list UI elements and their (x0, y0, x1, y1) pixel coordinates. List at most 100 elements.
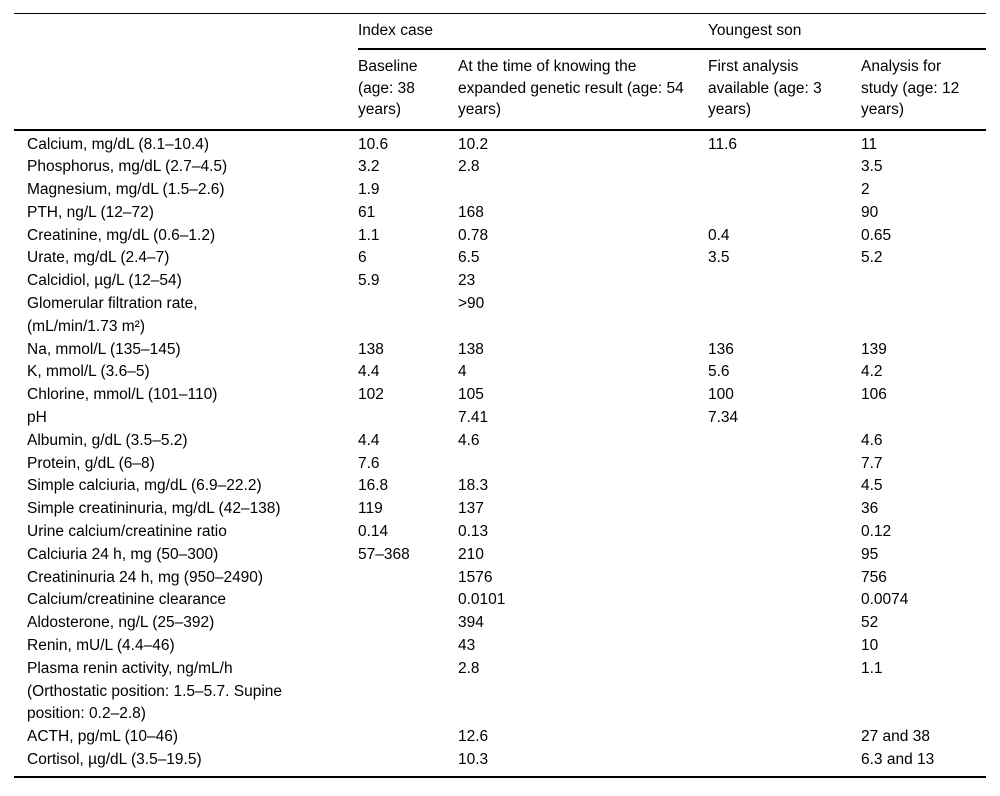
row-value (358, 293, 458, 339)
row-value: 0.0101 (458, 591, 506, 609)
table-row: Chlorine, mmol/L (101–110) 102 105 100 106 (14, 384, 986, 407)
row-value (708, 453, 861, 476)
row-value: 0.0074 (861, 591, 909, 609)
table-row: Protein, g/dL (6–8) 7.6 7.7 (14, 453, 986, 476)
table-row: Albumin, g/dL (3.5–5.2) 4.4 4.6 4.6 (14, 430, 986, 453)
row-value (358, 658, 458, 726)
row-label: Urate, mg/dL (2.4–7) (27, 249, 170, 267)
row-value: 0.14 (358, 523, 389, 541)
row-value: 105 (458, 386, 484, 404)
row-value: 5.2 (861, 249, 883, 267)
table-row: ACTH, pg/mL (10–46) 12.6 27 and 38 (14, 726, 986, 749)
row-value (358, 567, 458, 590)
row-label: ACTH, pg/mL (10–46) (27, 728, 179, 746)
row-label: Na, mmol/L (135–145) (27, 340, 181, 358)
row-value: 11.6 (708, 135, 738, 153)
lab-results-table: Index case Youngest son Baseline (age: 3… (14, 13, 986, 778)
column-header-analysis-for-study: Analysis for study (age: 12 years) (861, 49, 986, 131)
row-value: 168 (458, 203, 484, 221)
row-label: Calciuria 24 h, mg (50–300) (27, 545, 219, 563)
row-value (708, 521, 861, 544)
row-label: pH (27, 409, 47, 427)
corner-cell (14, 14, 358, 50)
table-row: Calcidiol, µg/L (12–54) 5.9 23 (14, 270, 986, 293)
group-header-youngest-son: Youngest son (708, 13, 986, 50)
row-value: 7.34 (708, 409, 739, 427)
table-row: Glomerular filtration rate, (mL/min/1.73… (14, 293, 986, 339)
row-value (708, 270, 861, 293)
row-value: 6 (358, 249, 367, 267)
row-value: 4.5 (861, 477, 883, 495)
row-value: 100 (708, 386, 734, 404)
table-row: K, mmol/L (3.6–5) 4.4 4 5.6 4.2 (14, 361, 986, 384)
row-label: Chlorine, mmol/L (101–110) (27, 386, 218, 404)
row-value (358, 612, 458, 635)
row-value: 1576 (458, 568, 493, 586)
row-value: 57–368 (358, 545, 410, 563)
row-value (708, 430, 861, 453)
row-value: 0.4 (708, 226, 730, 244)
table-row: PTH, ng/L (12–72) 61 168 90 (14, 202, 986, 225)
row-value: 3.2 (358, 158, 380, 176)
table-row: Urate, mg/dL (2.4–7) 6 6.5 3.5 5.2 (14, 247, 986, 270)
row-value: 12.6 (458, 728, 489, 746)
row-value: 137 (458, 500, 484, 518)
row-label: Calcium/creatinine clearance (27, 591, 227, 609)
table-row: Phosphorus, mg/dL (2.7–4.5) 3.2 2.8 3.5 (14, 156, 986, 179)
row-value: 3.5 (861, 158, 883, 176)
row-value (708, 475, 861, 498)
table-row: Na, mmol/L (135–145) 138 138 136 139 (14, 339, 986, 362)
row-value (358, 726, 458, 749)
table-row: Creatininuria 24 h, mg (950–2490) 1576 756 (14, 567, 986, 590)
table-row: pH 7.41 7.34 (14, 407, 986, 430)
row-value: 2.8 (458, 659, 480, 677)
table-row: Simple creatininuria, mg/dL (42–138) 119 1… (14, 498, 986, 521)
row-value (708, 293, 861, 339)
table-row: Urine calcium/creatinine ratio 0.14 0.13 0.… (14, 521, 986, 544)
row-value (708, 589, 861, 612)
row-value: 5.6 (708, 363, 730, 381)
row-value: 4.6 (861, 431, 883, 449)
row-value (458, 453, 708, 476)
row-value (458, 179, 708, 202)
group-header-row: Index case Youngest son (14, 13, 986, 50)
table-row: Plasma renin activity, ng/mL/h (Orthosta… (14, 658, 986, 726)
row-value: 6.3 and 13 (861, 751, 935, 769)
table-row: Creatinine, mg/dL (0.6–1.2) 1.1 0.78 0.4 0.6… (14, 225, 986, 248)
row-value (708, 498, 861, 521)
row-value: 1.1 (861, 659, 883, 677)
row-label: K, mmol/L (3.6–5) (27, 363, 150, 381)
table-row: Renin, mU/L (4.4–46) 43 10 (14, 635, 986, 658)
row-value: 7.41 (458, 409, 489, 427)
column-header-baseline: Baseline (age: 38 years) (358, 49, 458, 131)
row-value (708, 156, 861, 179)
row-value: 11 (861, 135, 878, 153)
row-label: Phosphorus, mg/dL (2.7–4.5) (27, 158, 228, 176)
row-label: Renin, mU/L (4.4–46) (27, 637, 175, 655)
row-value: 6.5 (458, 249, 480, 267)
table-row: Calciuria 24 h, mg (50–300) 57–368 210 95 (14, 544, 986, 567)
row-label: Calcidiol, µg/L (12–54) (27, 272, 182, 290)
row-value: 4.2 (861, 363, 883, 381)
row-value: 756 (861, 568, 887, 586)
row-value: 4 (458, 363, 467, 381)
row-value: 1.1 (358, 226, 380, 244)
column-header-parameter (14, 49, 358, 131)
table-row: Calcium/creatinine clearance 0.0101 0.0074 (14, 589, 986, 612)
table-row: Calcium, mg/dL (8.1–10.4) 10.6 10.2 11.6 11 (14, 130, 986, 157)
row-value: 394 (458, 614, 484, 632)
row-value: 138 (358, 340, 384, 358)
row-label: Protein, g/dL (6–8) (27, 454, 155, 472)
row-label: Aldosterone, ng/L (25–392) (27, 614, 215, 632)
column-header-expanded-genetic-result: At the time of knowing the expanded gene… (458, 49, 708, 131)
row-value (708, 635, 861, 658)
table-row: Cortisol, µg/dL (3.5–19.5) 10.3 6.3 and 13 (14, 749, 986, 777)
row-value (861, 293, 986, 339)
row-value: 90 (861, 203, 879, 221)
row-label: Calcium, mg/dL (8.1–10.4) (27, 135, 210, 153)
row-value: 10.6 (358, 135, 389, 153)
row-value: 7.7 (861, 454, 883, 472)
row-value: 52 (861, 614, 879, 632)
row-value (861, 270, 986, 293)
row-value: 210 (458, 545, 484, 563)
